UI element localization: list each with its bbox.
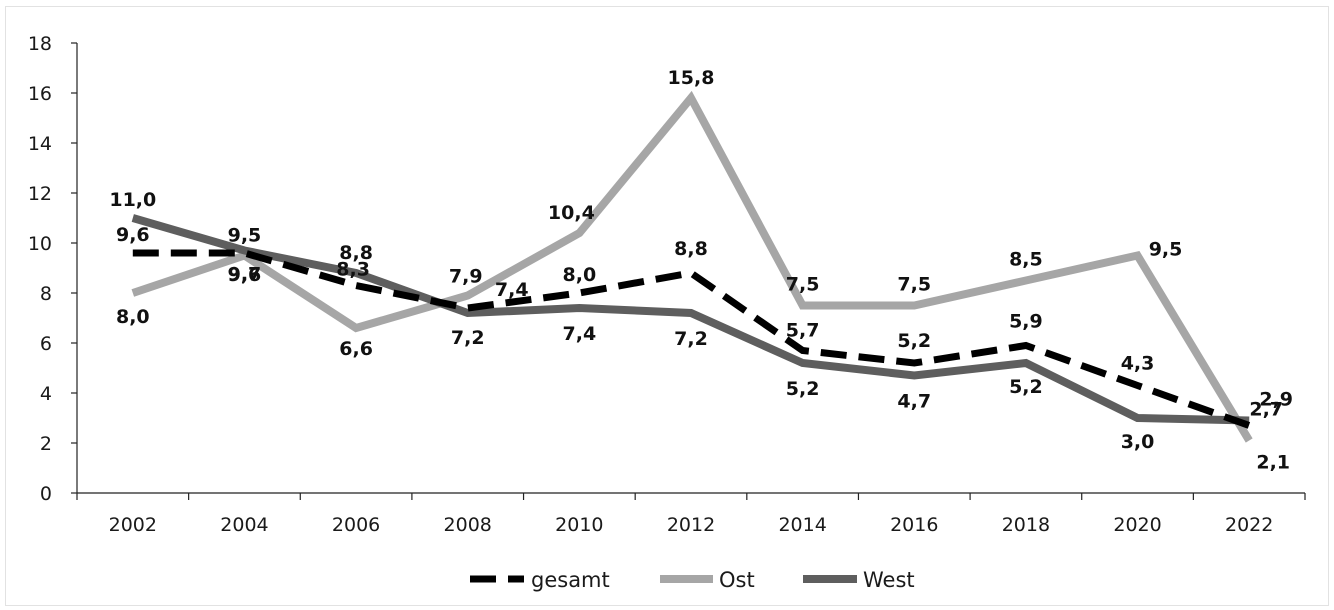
data-label-ost: 7,5	[897, 274, 931, 296]
data-label-gesamt: 5,7	[786, 320, 820, 342]
data-label-ost: 8,5	[1009, 249, 1043, 271]
data-label-gesamt: 4,3	[1121, 353, 1155, 375]
x-tick-label: 2014	[778, 514, 826, 536]
x-tick-label: 2022	[1225, 514, 1273, 536]
series-line-west	[131, 214, 1250, 425]
legend-label-gesamt: gesamt	[531, 568, 610, 592]
data-label-west: 2,9	[1259, 389, 1293, 411]
data-label-gesamt: 8,8	[674, 238, 708, 260]
data-label-west: 9,7	[228, 264, 262, 286]
x-tick-label: 2012	[667, 514, 715, 536]
x-tick-label: 2018	[1002, 514, 1050, 536]
data-label-ost: 9,5	[228, 225, 262, 247]
data-labels: 9,6 9,6 8,3 7,4 8,0 8,8 5,7 5,2 5,9 4,3 2,7 8,0 9,5 6…	[109, 67, 1293, 474]
y-tick-label: 4	[40, 383, 52, 405]
data-label-ost: 6,6	[339, 338, 373, 360]
x-tick-label: 2006	[332, 514, 380, 536]
y-tick-label: 0	[40, 483, 52, 505]
data-label-ost: 15,8	[668, 67, 715, 89]
data-label-gesamt: 8,3	[336, 259, 370, 281]
data-label-west: 7,2	[451, 327, 485, 349]
data-label-west: 3,0	[1121, 431, 1155, 453]
y-tick-label: 8	[40, 283, 52, 305]
data-label-gesamt: 9,6	[228, 264, 262, 286]
axes: 0 2 4 6 8 10 12 14 16 18 2002 2004 2006 2008 2010 2012 2…	[28, 33, 1306, 536]
x-tick-label: 2016	[890, 514, 938, 536]
series-lines	[131, 90, 1253, 443]
data-label-west: 5,2	[786, 378, 820, 400]
data-label-west: 5,2	[1009, 376, 1043, 398]
chart-frame	[5, 6, 1329, 606]
y-tick-label: 12	[28, 183, 52, 205]
series-line-ost	[131, 90, 1253, 443]
data-label-ost: 10,4	[548, 202, 595, 224]
x-tick-label: 2008	[444, 514, 492, 536]
data-label-west: 4,7	[897, 391, 931, 413]
data-label-ost: 7,5	[786, 274, 820, 296]
data-label-west: 8,8	[339, 242, 373, 264]
y-tick-label: 14	[28, 133, 52, 155]
x-tick-label: 2020	[1113, 514, 1161, 536]
data-label-ost: 7,9	[449, 266, 483, 288]
data-label-gesamt: 5,9	[1009, 311, 1043, 333]
legend-label-west: West	[863, 568, 915, 592]
data-label-gesamt: 5,2	[897, 330, 931, 352]
data-label-west: 7,2	[674, 328, 708, 350]
data-label-ost: 8,0	[116, 306, 150, 328]
x-tick-label: 2002	[109, 514, 157, 536]
x-tick-label: 2010	[555, 514, 603, 536]
data-label-gesamt: 2,7	[1249, 399, 1283, 421]
series-line-gesamt	[132, 249, 1251, 429]
y-tick-label: 2	[40, 433, 52, 455]
data-label-ost: 9,5	[1149, 239, 1183, 261]
y-tick-label: 16	[28, 83, 52, 105]
data-label-ost: 2,1	[1256, 452, 1290, 474]
y-tick-label: 6	[40, 333, 52, 355]
data-label-gesamt: 8,0	[563, 264, 597, 286]
legend-label-ost: Ost	[719, 568, 755, 592]
data-label-west: 7,4	[563, 323, 597, 345]
y-tick-label: 10	[28, 233, 52, 255]
y-tick-label: 18	[28, 33, 52, 55]
legend: gesamt Ost West	[470, 568, 915, 592]
data-label-gesamt: 9,6	[116, 224, 150, 246]
data-label-west: 11,0	[109, 189, 156, 211]
data-label-gesamt: 7,4	[495, 279, 529, 301]
x-tick-label: 2004	[220, 514, 268, 536]
